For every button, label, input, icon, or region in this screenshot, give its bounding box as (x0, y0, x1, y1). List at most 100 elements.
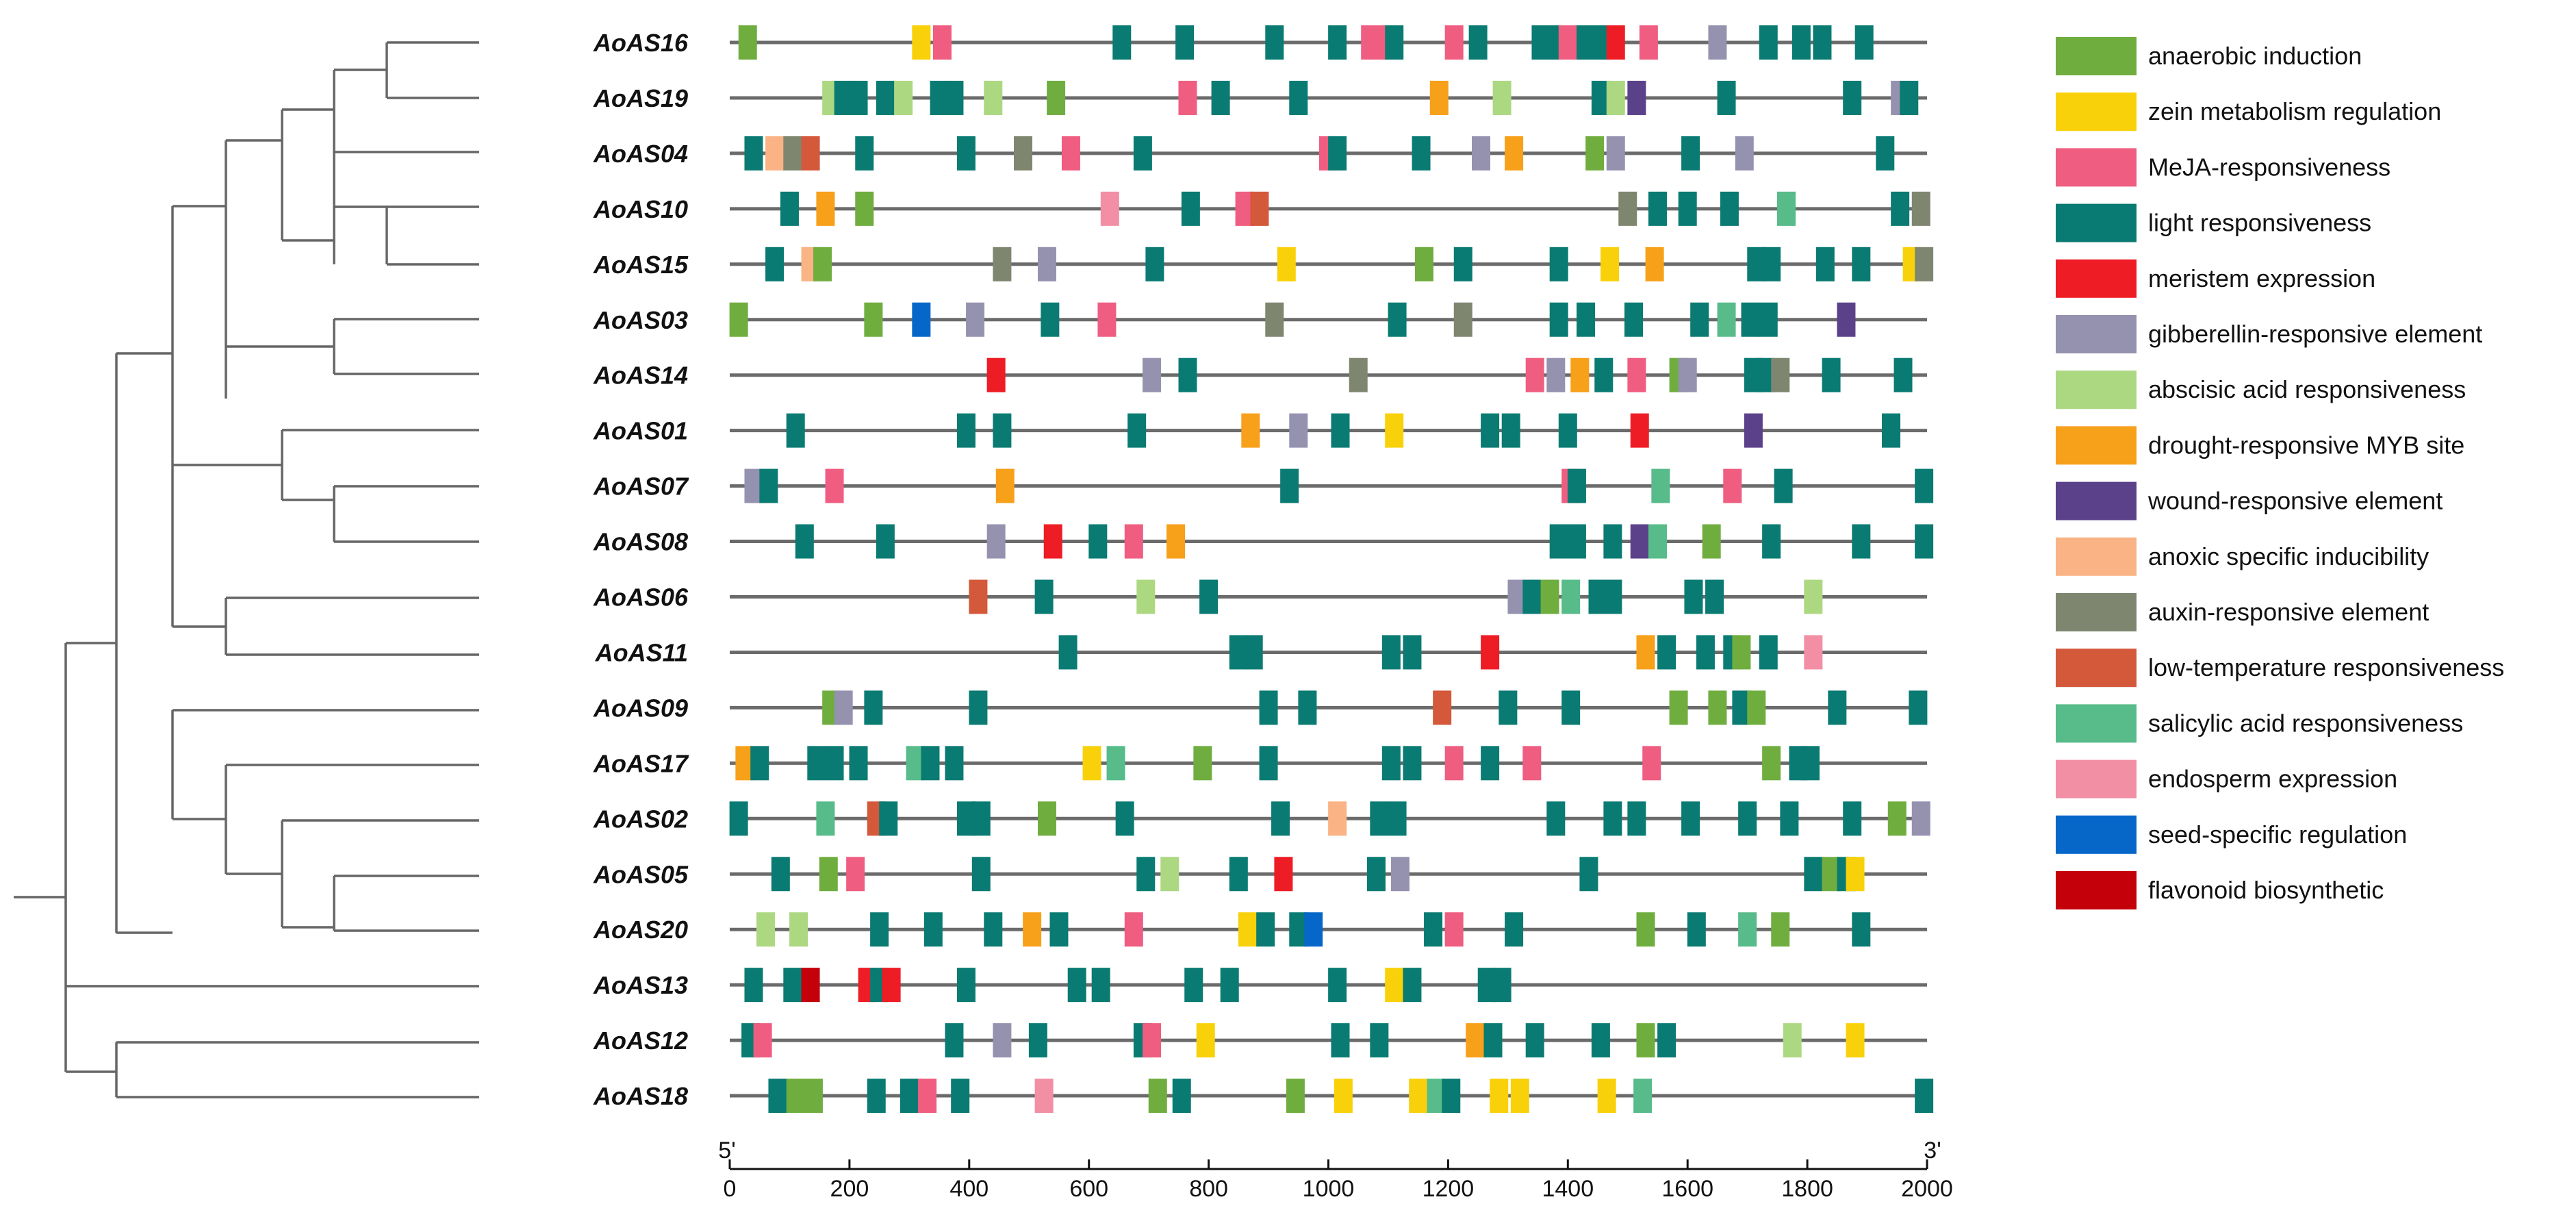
element-light (1759, 302, 1778, 337)
element-light (1822, 357, 1841, 392)
element-gibberellin (993, 1023, 1012, 1058)
element-meja (1124, 524, 1143, 559)
legend-item-anoxic-specific-inducibility: anoxic specific inducibility (2056, 537, 2429, 576)
gene-label-aoas13: AoAS13 (593, 971, 688, 999)
element-gibberellin (1471, 136, 1490, 171)
element-light (1136, 857, 1156, 892)
element-zein (1846, 857, 1865, 892)
element-seed (912, 302, 931, 337)
legend-label: gibberellin-responsive element (2148, 320, 2482, 348)
element-zein (1196, 1023, 1215, 1058)
element-lowtemp (1433, 690, 1452, 725)
element-light (1594, 357, 1614, 392)
element-light (1501, 413, 1520, 448)
legend-item-light-responsiveness: light responsiveness (2056, 203, 2371, 242)
legend-swatch (2056, 593, 2137, 631)
element-light (1259, 690, 1278, 725)
element-light (945, 746, 964, 781)
element-zein (1238, 912, 1257, 947)
track-aoas18 (730, 1079, 1934, 1114)
element-light (1627, 801, 1646, 836)
element-light (1762, 524, 1781, 559)
element-light (1813, 25, 1832, 60)
element-lowtemp (801, 136, 820, 171)
element-salicylic (1717, 302, 1736, 337)
element-light (1843, 801, 1862, 836)
element-light (1133, 136, 1152, 171)
element-anaerobic (1585, 136, 1605, 171)
element-light (867, 1079, 886, 1114)
element-light (1591, 1023, 1610, 1058)
legend-swatch (2056, 537, 2137, 576)
gene-labels: AoAS16 AoAS19 AoAS04 AoAS10 AoAS15 AoAS03 AoAS… (593, 29, 689, 1110)
legend-label: endosperm expression (2148, 765, 2397, 793)
element-anaerobic (864, 302, 883, 337)
legend-label: anaerobic induction (2148, 42, 2362, 70)
element-light (765, 247, 785, 281)
element-zein (1409, 1079, 1428, 1114)
element-anaerobic (786, 1079, 805, 1114)
element-anaerobic (1887, 801, 1907, 836)
element-light (1828, 690, 1847, 725)
element-anaerobic (1702, 524, 1721, 559)
element-light (1481, 746, 1500, 781)
element-zein (1334, 1079, 1353, 1114)
element-anaerobic (1669, 690, 1688, 725)
element-light (1331, 413, 1350, 448)
element-light (945, 1023, 964, 1058)
element-zein (1597, 1079, 1616, 1114)
element-light (1657, 635, 1676, 670)
element-gibberellin (834, 690, 853, 725)
element-meristem (1630, 413, 1649, 448)
element-light (971, 857, 991, 892)
element-zein (1490, 1079, 1509, 1114)
element-zein (1277, 247, 1296, 281)
element-drought (1166, 524, 1186, 559)
element-light (780, 191, 799, 226)
element-abscisic (1783, 1023, 1802, 1058)
element-gibberellin (1546, 357, 1566, 392)
element-light (956, 413, 975, 448)
tick-label-600: 600 (1069, 1176, 1108, 1202)
element-wound (1630, 524, 1649, 559)
gene-label-aoas09: AoAS09 (593, 694, 688, 722)
legend-label: wound-responsive element (2147, 487, 2443, 515)
track-aoas02 (729, 801, 1930, 836)
element-anaerobic (1047, 80, 1066, 115)
element-anaerobic (1037, 801, 1056, 836)
legend-item-wound-responsive-element: wound-responsive element (2056, 481, 2443, 520)
element-light (1762, 247, 1781, 281)
element-auxin (1014, 136, 1033, 171)
element-light (1915, 524, 1934, 559)
element-meja (1097, 302, 1117, 337)
track-aoas07 (730, 468, 1934, 503)
element-light (1481, 413, 1500, 448)
element-light (1893, 357, 1913, 392)
element-light (1403, 968, 1422, 1003)
element-light (1328, 25, 1347, 60)
element-light (1876, 136, 1895, 171)
element-gibberellin (1390, 857, 1410, 892)
track-aoas15 (730, 247, 1934, 281)
element-light (1882, 413, 1901, 448)
element-endosperm (1034, 1079, 1054, 1114)
element-zein (1385, 968, 1404, 1003)
tick-label-2000: 2000 (1901, 1176, 1953, 1202)
gene-label-aoas18: AoAS18 (593, 1082, 688, 1110)
element-light (876, 80, 895, 115)
element-light (849, 80, 868, 115)
element-anoxic (1328, 801, 1347, 836)
legend-item-auxin-responsive-element: auxin-responsive element (2056, 593, 2429, 631)
element-anaerobic (1540, 579, 1559, 614)
legend-item-abscisic-acid-responsiveness: abscisic acid responsiveness (2056, 370, 2466, 410)
element-anaerobic (804, 1079, 823, 1114)
legend-swatch (2056, 259, 2137, 298)
element-meja (932, 25, 952, 60)
element-drought (1570, 357, 1590, 392)
element-meja (1558, 25, 1577, 60)
element-light (900, 1079, 919, 1114)
element-light (1280, 468, 1299, 503)
element-light (1265, 25, 1284, 60)
element-anaerobic (729, 302, 748, 337)
track-aoas01 (730, 413, 1927, 448)
